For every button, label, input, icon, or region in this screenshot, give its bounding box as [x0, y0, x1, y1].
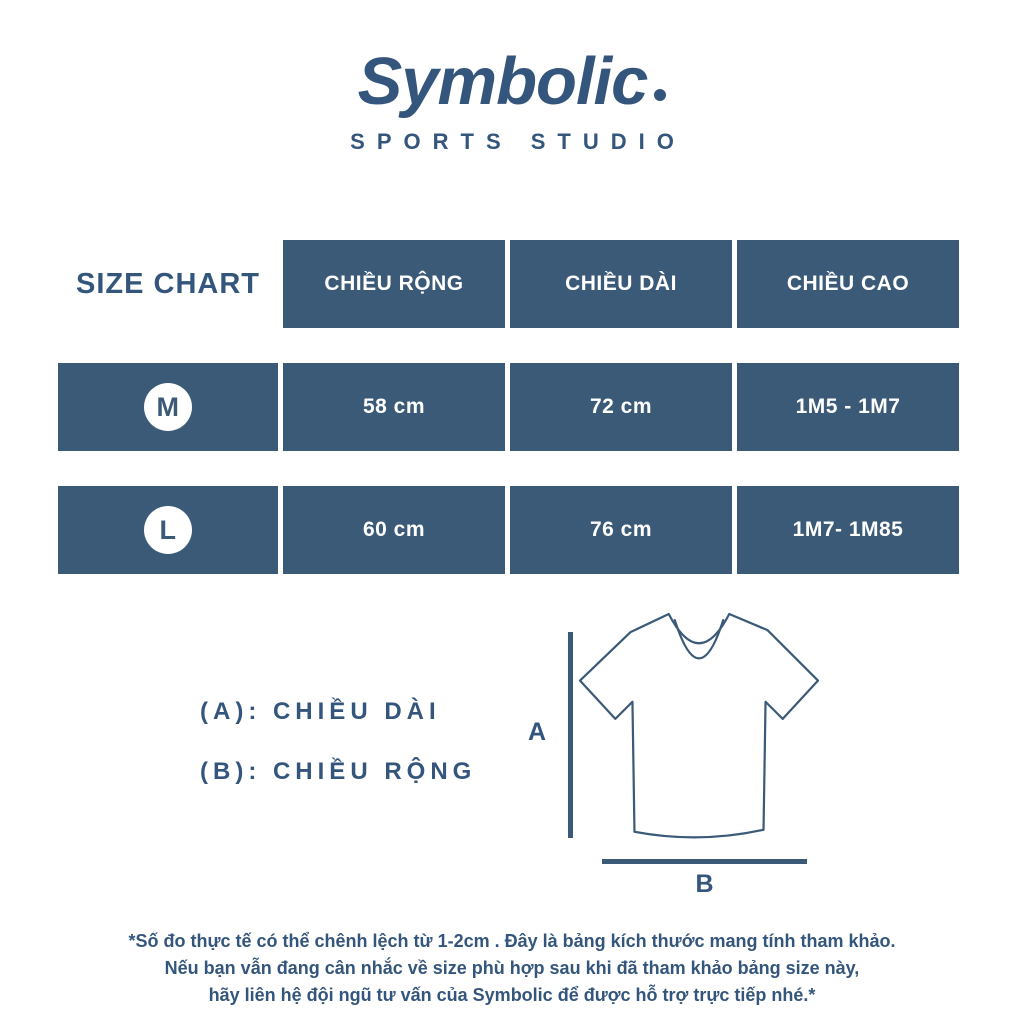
- size-badge-l: L: [144, 506, 192, 554]
- legend-a-length: (A): CHIỀU DÀI: [200, 698, 441, 725]
- measure-line-a: [568, 632, 573, 838]
- footnote-line-3: hãy liên hệ đội ngũ tư vấn của Symbolic …: [208, 985, 816, 1005]
- table-row-l-length: 76 cm: [510, 486, 732, 574]
- size-badge-m: M: [144, 383, 192, 431]
- legend-b-width: (B): CHIỀU RỘNG: [200, 758, 477, 785]
- measure-label-a: A: [528, 718, 547, 746]
- measure-label-b: B: [695, 870, 714, 898]
- column-header-height: CHIỀU CAO: [737, 240, 959, 328]
- table-row-l-height: 1M7- 1M85: [737, 486, 959, 574]
- size-table: SIZE CHART CHIỀU RỘNG CHIỀU DÀI CHIỀU CA…: [58, 240, 959, 574]
- brand-logo-text: Symbolic: [357, 44, 649, 119]
- table-row-l-width: 60 cm: [283, 486, 505, 574]
- brand-header: Symbolic SPORTS STUDIO: [0, 48, 1024, 155]
- table-row-l-size-cell: L: [58, 486, 278, 574]
- logo-period-icon: [654, 89, 667, 101]
- footnote-line-1: *Số đo thực tế có thể chênh lệch từ 1-2c…: [128, 931, 896, 951]
- brand-tagline: SPORTS STUDIO: [350, 129, 686, 154]
- table-row-m-width: 58 cm: [283, 363, 505, 451]
- table-row-m-length: 72 cm: [510, 363, 732, 451]
- size-table-title: SIZE CHART: [76, 267, 260, 300]
- footnote: *Số đo thực tế có thể chênh lệch từ 1-2c…: [0, 928, 1024, 1009]
- footnote-line-2: Nếu bạn vẫn đang cân nhắc về size phù hợ…: [164, 958, 860, 978]
- column-header-length: CHIỀU DÀI: [510, 240, 732, 328]
- table-row-m-size-cell: M: [58, 363, 278, 451]
- table-row-m-height: 1M5 - 1M7: [737, 363, 959, 451]
- column-header-width: CHIỀU RỘNG: [283, 240, 505, 328]
- brand-logo: Symbolic: [0, 48, 1024, 115]
- measure-line-b: [602, 859, 807, 864]
- tshirt-diagram-icon: [578, 610, 820, 854]
